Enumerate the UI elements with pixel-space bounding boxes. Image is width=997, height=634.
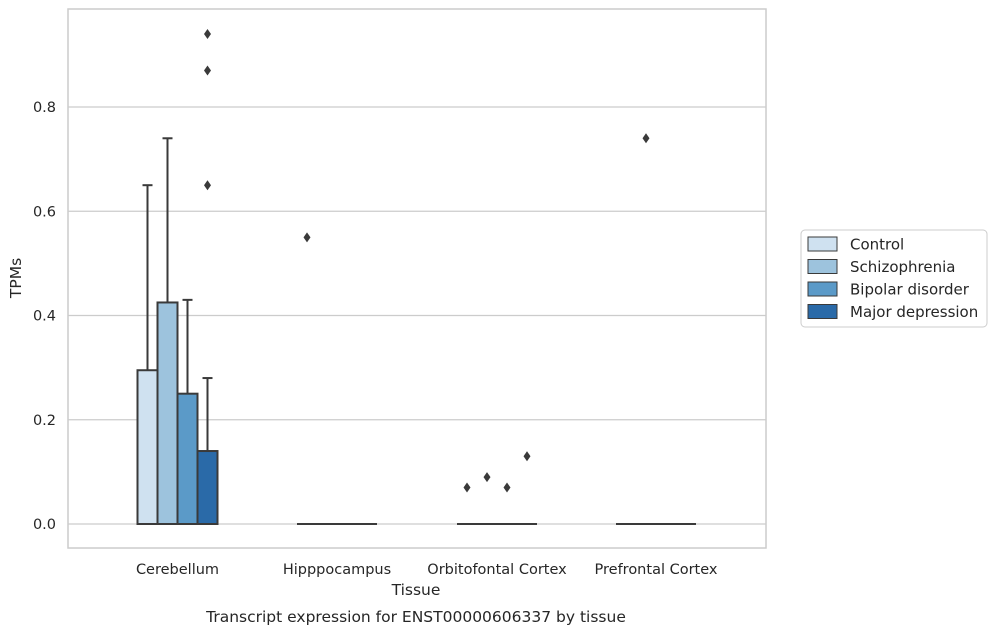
y-tick-label: 0.6: [33, 204, 56, 220]
legend: Control Schizophrenia Bipolar disorder Majo…: [800, 229, 988, 328]
legend-swatch: [807, 236, 838, 252]
boxes: [136, 137, 696, 526]
box-schizophrenia: [156, 137, 179, 525]
box-major-depression: [196, 377, 219, 525]
legend-label: Bipolar disorder: [850, 281, 970, 299]
y-tick-label: 0.0: [33, 517, 56, 533]
outlier-point: [303, 232, 311, 243]
x-tick-label: Prefrontal Cortex: [595, 562, 718, 578]
outlier-point: [204, 29, 211, 40]
box-body: [176, 392, 199, 525]
x-tick-label: Cerebellum: [136, 562, 219, 578]
outlier-point: [503, 482, 511, 493]
outlier-point: [463, 482, 471, 493]
x-axis-title: Tissue: [391, 581, 441, 599]
y-tick-label: 0.2: [33, 413, 56, 429]
box-body: [136, 369, 159, 526]
outlier-point: [483, 472, 491, 483]
box-control: [136, 184, 159, 526]
legend-label: Major depression: [850, 303, 978, 321]
legend-swatch: [807, 259, 838, 274]
outliers: [204, 29, 650, 493]
legend-swatch: [807, 281, 838, 297]
y-tick-label: 0.8: [33, 100, 56, 116]
y-tick-labels: 0.0 0.2 0.4 0.6 0.8: [33, 100, 56, 533]
plot-frame: [67, 8, 767, 549]
chart-caption: Transcript expression for ENST0000060633…: [205, 608, 626, 626]
x-tick-labels: Cerebellum Hipppocampus Orbitofontal Corte…: [136, 562, 718, 578]
box-body: [156, 301, 179, 525]
outlier-point: [204, 180, 211, 191]
x-tick-label: Orbitofontal Cortex: [427, 562, 567, 578]
legend-label: Control: [850, 236, 904, 254]
box-body: [196, 450, 219, 525]
outlier-point: [523, 451, 531, 462]
y-tick-label: 0.4: [33, 309, 56, 325]
outlier-point: [642, 133, 650, 144]
legend-label: Schizophrenia: [850, 258, 955, 276]
x-tick-label: Hipppocampus: [283, 562, 391, 578]
legend-frame: [800, 229, 988, 328]
legend-swatch: [807, 304, 838, 319]
outlier-point: [204, 65, 211, 76]
y-axis-title: TPMs: [7, 258, 25, 299]
